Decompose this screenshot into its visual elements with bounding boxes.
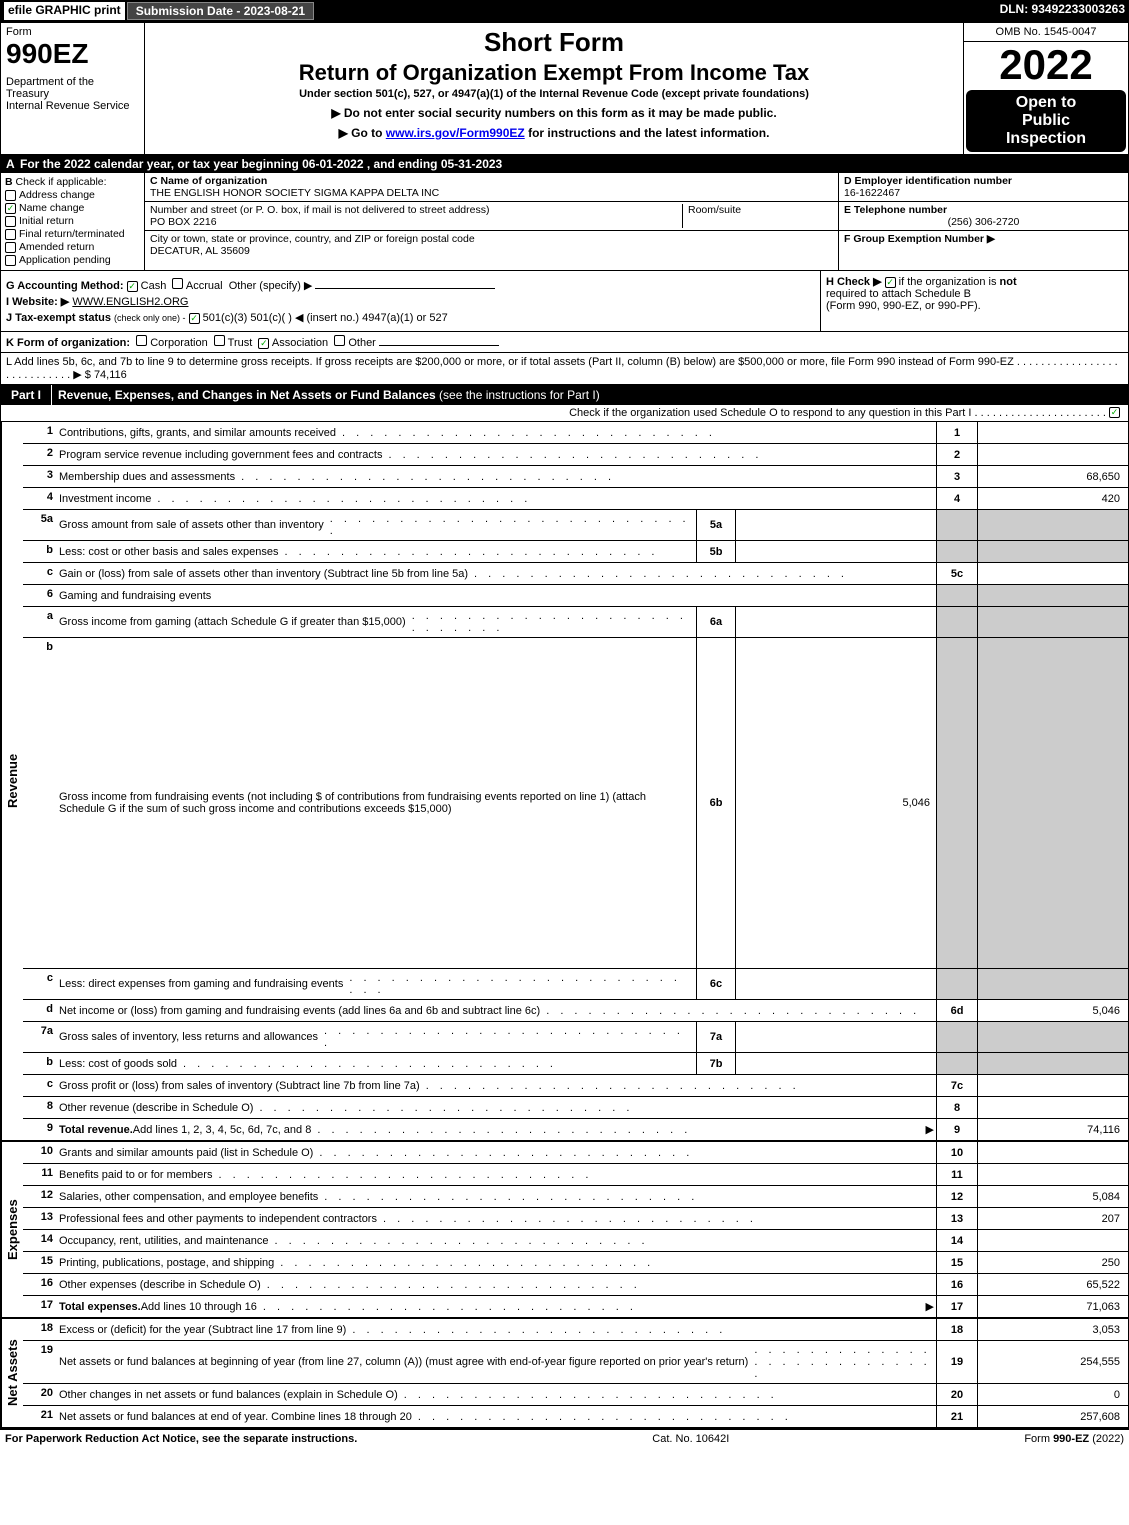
line-16: 16 Other expenses (describe in Schedule … [23, 1274, 1128, 1296]
501c3-checkbox[interactable]: ✓ [189, 313, 200, 324]
line-3: 3 Membership dues and assessments. . . .… [23, 466, 1128, 488]
line-18: 18 Excess or (deficit) for the year (Sub… [23, 1319, 1128, 1341]
form-number: 990EZ [6, 38, 139, 70]
netassets-side-label: Net Assets [1, 1319, 23, 1428]
ein: 16-1622467 [844, 187, 900, 199]
paperwork-notice: For Paperwork Reduction Act Notice, see … [5, 1433, 357, 1445]
line-19: 19 Net assets or fund balances at beginn… [23, 1341, 1128, 1384]
tax-year: 2022 [964, 42, 1128, 88]
line-11: 11 Benefits paid to or for members. . . … [23, 1164, 1128, 1186]
row-l: L Add lines 5b, 6c, and 7b to line 9 to … [1, 353, 1128, 385]
line-9: 9 Total revenue. Add lines 1, 2, 3, 4, 5… [23, 1119, 1128, 1141]
accrual-checkbox[interactable] [172, 278, 183, 289]
line-b: b Less: cost of goods sold. . . . . . . … [23, 1053, 1128, 1075]
assoc-checkbox[interactable]: ✓ [258, 338, 269, 349]
checkbox-item[interactable]: Application pending [5, 254, 140, 266]
form-header: Form 990EZ Department of the Treasury In… [1, 23, 1128, 155]
line-7a: 7a Gross sales of inventory, less return… [23, 1022, 1128, 1053]
part1-check-row: Check if the organization used Schedule … [1, 405, 1128, 422]
schedule-o-checkbox[interactable]: ✓ [1109, 407, 1120, 418]
corp-checkbox[interactable] [136, 335, 147, 346]
main-title: Return of Organization Exempt From Incom… [149, 60, 959, 86]
f-label: F Group Exemption Number ▶ [844, 233, 995, 245]
line-c: c Less: direct expenses from gaming and … [23, 969, 1128, 1000]
line-1: 1 Contributions, gifts, grants, and simi… [23, 422, 1128, 444]
goto-line: ▶ Go to www.irs.gov/Form990EZ for instru… [149, 126, 959, 140]
line-13: 13 Professional fees and other payments … [23, 1208, 1128, 1230]
expenses-side-label: Expenses [1, 1142, 23, 1318]
room-label: Room/suite [688, 204, 741, 216]
irs: Internal Revenue Service [6, 100, 139, 112]
efile-label[interactable]: efile GRAPHIC print [4, 2, 125, 20]
row-h: H Check ▶ ✓ if the organization is not r… [820, 271, 1128, 331]
dln: DLN: 93492233003263 [1000, 2, 1125, 20]
line-12: 12 Salaries, other compensation, and emp… [23, 1186, 1128, 1208]
e-label: E Telephone number [844, 204, 947, 216]
line-c: c Gain or (loss) from sale of assets oth… [23, 563, 1128, 585]
street-label: Number and street (or P. O. box, if mail… [150, 204, 489, 216]
d-label: D Employer identification number [844, 175, 1012, 187]
line-21: 21 Net assets or fund balances at end of… [23, 1406, 1128, 1428]
catalog-number: Cat. No. 10642I [652, 1433, 729, 1445]
line-14: 14 Occupancy, rent, utilities, and maint… [23, 1230, 1128, 1252]
row-j: J Tax-exempt status (check only one) - ✓… [6, 311, 815, 324]
checkbox-item[interactable]: Amended return [5, 241, 140, 253]
line-a: a Gross income from gaming (attach Sched… [23, 607, 1128, 638]
line-2: 2 Program service revenue including gove… [23, 444, 1128, 466]
schedule-b-checkbox[interactable]: ✓ [885, 277, 896, 288]
line-a: AFor the 2022 calendar year, or tax year… [1, 155, 1128, 173]
checkbox-item[interactable]: Address change [5, 189, 140, 201]
line-17: 17 Total expenses. Add lines 10 through … [23, 1296, 1128, 1318]
form-ref: Form 990-EZ (2022) [1024, 1433, 1124, 1445]
revenue-side-label: Revenue [1, 422, 23, 1141]
ssn-warning: ▶ Do not enter social security numbers o… [149, 106, 959, 120]
line-b: b Less: cost or other basis and sales ex… [23, 541, 1128, 563]
row-g: G Accounting Method: ✓ Cash Accrual Othe… [6, 278, 815, 292]
street: PO BOX 2216 [150, 216, 217, 228]
cash-checkbox[interactable]: ✓ [127, 281, 138, 292]
omb-number: OMB No. 1545-0047 [964, 23, 1128, 42]
irs-link[interactable]: www.irs.gov/Form990EZ [386, 126, 525, 140]
checkbox-item[interactable]: ✓Name change [5, 202, 140, 214]
trust-checkbox[interactable] [214, 335, 225, 346]
line-d: d Net income or (loss) from gaming and f… [23, 1000, 1128, 1022]
line-10: 10 Grants and similar amounts paid (list… [23, 1142, 1128, 1164]
city: DECATUR, AL 35609 [150, 245, 250, 257]
city-label: City or town, state or province, country… [150, 233, 475, 245]
col-c: C Name of organization THE ENGLISH HONOR… [145, 173, 838, 270]
checkbox-item[interactable]: Final return/terminated [5, 228, 140, 240]
line-6: 6 Gaming and fundraising events [23, 585, 1128, 607]
phone: (256) 306-2720 [844, 216, 1123, 228]
line-15: 15 Printing, publications, postage, and … [23, 1252, 1128, 1274]
row-k: K Form of organization: Corporation Trus… [1, 332, 1128, 353]
col-b: B Check if applicable: Address change✓Na… [1, 173, 145, 270]
form-word: Form [6, 26, 139, 38]
part1-header: Part I Revenue, Expenses, and Changes in… [1, 385, 1128, 405]
line-5a: 5a Gross amount from sale of assets othe… [23, 510, 1128, 541]
subtitle: Under section 501(c), 527, or 4947(a)(1)… [149, 88, 959, 100]
line-c: c Gross profit or (loss) from sales of i… [23, 1075, 1128, 1097]
submission-date: Submission Date - 2023-08-21 [127, 2, 314, 20]
org-name: THE ENGLISH HONOR SOCIETY SIGMA KAPPA DE… [150, 187, 439, 199]
line-20: 20 Other changes in net assets or fund b… [23, 1384, 1128, 1406]
footer: For Paperwork Reduction Act Notice, see … [0, 1429, 1129, 1448]
open-public-badge: Open to Public Inspection [966, 90, 1126, 152]
top-bar: efile GRAPHIC print Submission Date - 20… [0, 0, 1129, 22]
dept: Department of the Treasury [6, 76, 139, 100]
website[interactable]: WWW.ENGLISH2.ORG [72, 296, 188, 308]
checkbox-item[interactable]: Initial return [5, 215, 140, 227]
line-b: b Gross income from fundraising events (… [23, 638, 1128, 969]
other-checkbox[interactable] [334, 335, 345, 346]
line-8: 8 Other revenue (describe in Schedule O)… [23, 1097, 1128, 1119]
line-4: 4 Investment income. . . . . . . . . . .… [23, 488, 1128, 510]
col-def: D Employer identification number 16-1622… [838, 173, 1128, 270]
name-label: C Name of organization [150, 175, 267, 187]
short-form-title: Short Form [149, 27, 959, 58]
row-i: I Website: ▶ WWW.ENGLISH2.ORG [6, 295, 815, 308]
